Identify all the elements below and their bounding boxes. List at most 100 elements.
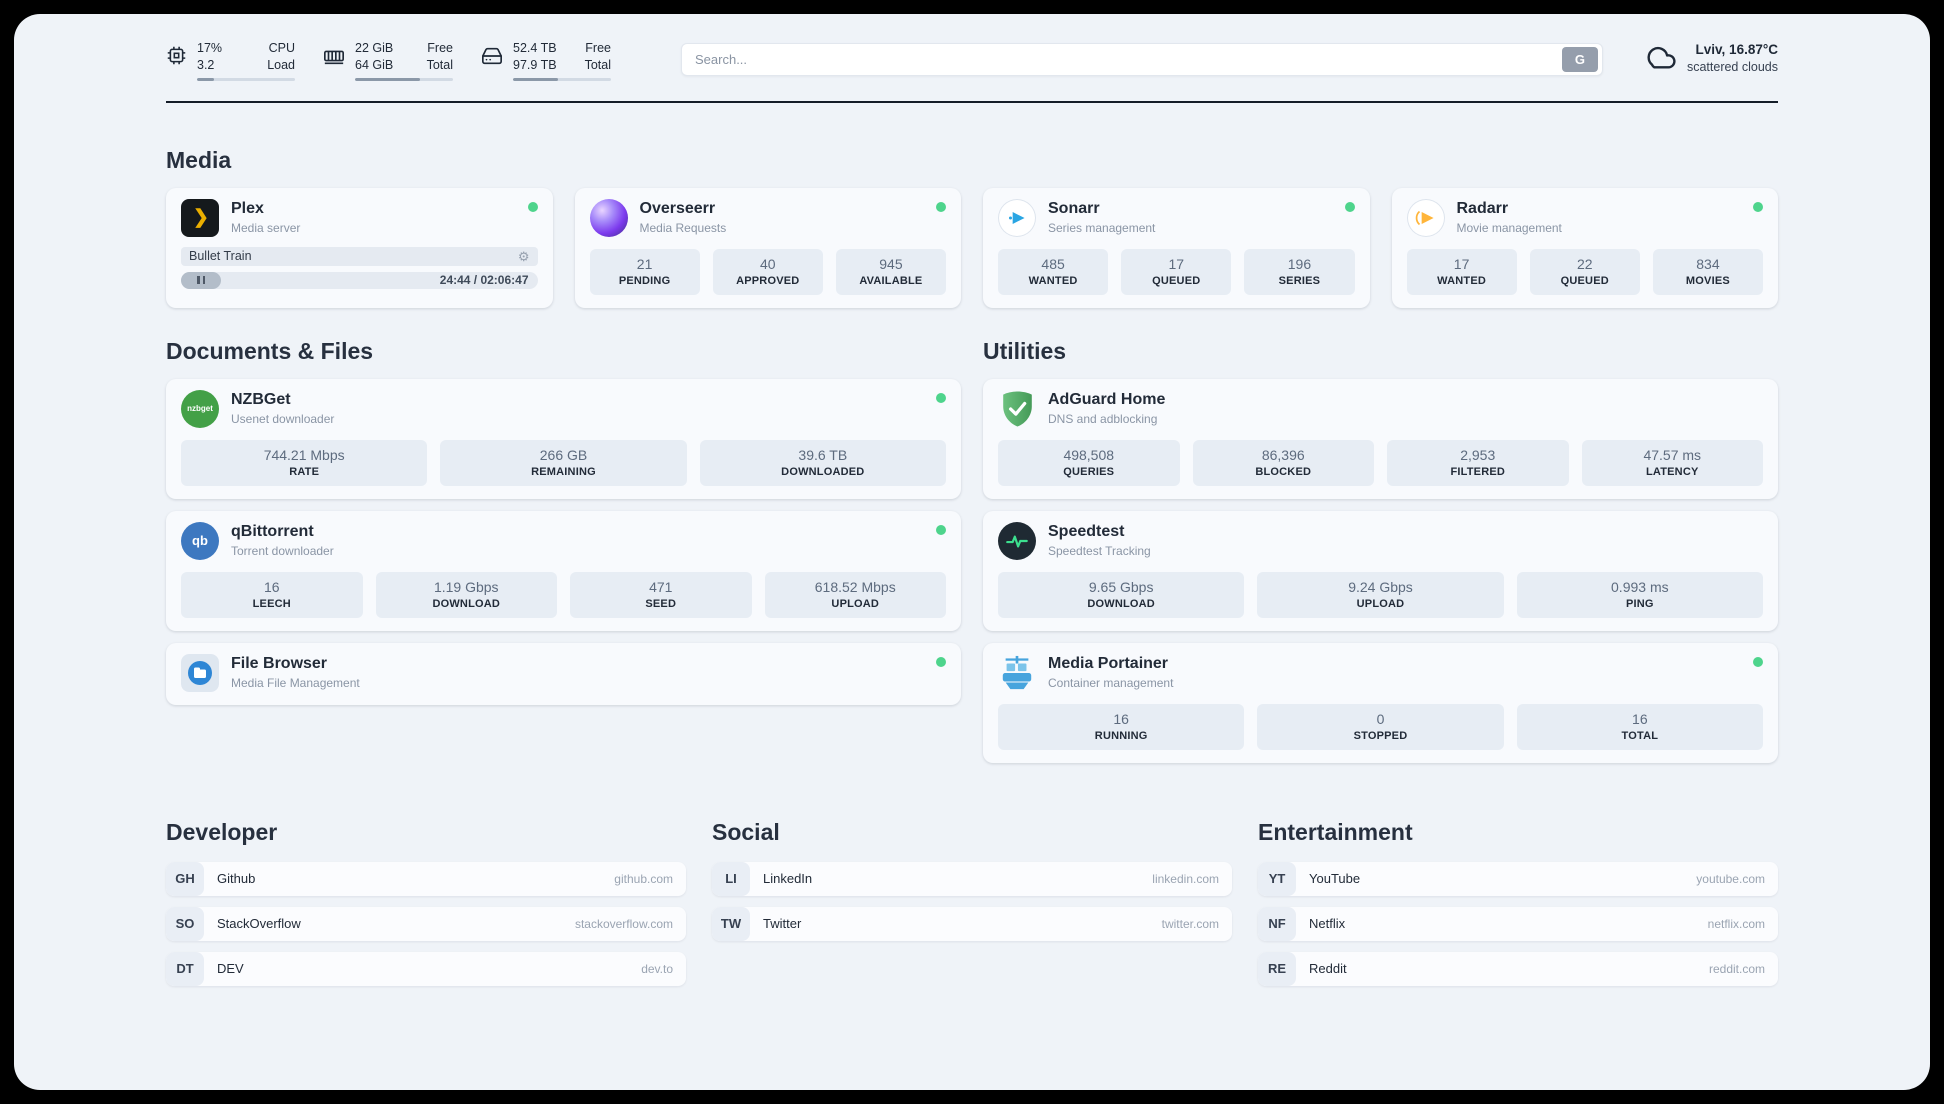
bookmark-stackoverflow[interactable]: SO StackOverflow stackoverflow.com xyxy=(166,906,686,941)
plex-chevron-glyph: ❯ xyxy=(193,207,209,229)
stat-box: 39.6 TB DOWNLOADED xyxy=(699,439,946,486)
gear-icon[interactable]: ⚙ xyxy=(517,248,530,264)
card-subtitle: Speedtest Tracking xyxy=(1048,543,1151,558)
stat-box: 22 QUEUED xyxy=(1529,248,1640,295)
stat-label: WANTED xyxy=(1437,274,1487,287)
bookmark-badge: RE xyxy=(1258,951,1296,986)
portainer-card[interactable]: Media Portainer Container management 16 R… xyxy=(983,642,1778,763)
bookmark-youtube[interactable]: YT YouTube youtube.com xyxy=(1258,861,1778,896)
disk-progress-bar xyxy=(513,77,611,81)
card-title: Overseerr xyxy=(639,199,716,217)
ram-readout: 22 GiB Free 64 GiB Total xyxy=(355,40,453,81)
stat-label: DOWNLOADED xyxy=(781,465,865,478)
bookmark-url: youtube.com xyxy=(1696,871,1765,886)
bookmark-badge: TW xyxy=(712,906,750,941)
card-title: Plex xyxy=(231,199,264,217)
cpu-progress-bar xyxy=(197,77,295,81)
sonarr-icon xyxy=(998,198,1036,237)
cpu-icon xyxy=(166,45,187,81)
now-playing-title: Bullet Train xyxy=(189,249,252,264)
stat-label: LATENCY xyxy=(1645,465,1699,478)
stat-box: 618.52 Mbps UPLOAD xyxy=(764,571,946,618)
ram-label-top: Free xyxy=(427,41,453,55)
qbittorrent-card[interactable]: qb qBittorrent Torrent downloader 16 LEEC… xyxy=(166,510,961,631)
section-title-entertainment: Entertainment xyxy=(1258,818,1413,845)
qbittorrent-icon-text: qb xyxy=(192,533,208,549)
card-subtitle: Media Requests xyxy=(639,220,727,235)
radarr-icon xyxy=(1406,198,1445,237)
speedtest-card[interactable]: Speedtest Speedtest Tracking 9.65 Gbps DO… xyxy=(983,510,1778,631)
speedtest-icon xyxy=(998,521,1036,560)
bookmark-url: reddit.com xyxy=(1708,961,1765,976)
ram-widget: 22 GiB Free 64 GiB Total xyxy=(323,40,453,81)
stat-value: 196 xyxy=(1287,255,1312,272)
bookmark-badge: GH xyxy=(166,861,204,896)
stat-label: FILTERED xyxy=(1450,465,1506,478)
ram-free: 22 GiB xyxy=(355,41,394,55)
portainer-icon xyxy=(998,654,1036,692)
bookmark-name: LinkedIn xyxy=(763,871,813,887)
stat-label: LEECH xyxy=(252,597,291,610)
stat-box: 471 SEED xyxy=(570,571,752,618)
pause-bar xyxy=(197,276,200,285)
weather-widget: Lviv, 16.87°C scattered clouds xyxy=(1645,42,1778,74)
stats-row: 9.65 Gbps DOWNLOAD 9.24 Gbps UPLOAD 0.993 … xyxy=(998,571,1763,618)
card-titles: Speedtest Speedtest Tracking xyxy=(1048,522,1151,558)
cpu-load: 3.2 xyxy=(197,57,215,72)
card-subtitle: Torrent downloader xyxy=(231,543,334,558)
stat-label: APPROVED xyxy=(736,274,800,287)
bookmark-netflix[interactable]: NF Netflix netflix.com xyxy=(1258,906,1778,941)
plex-card[interactable]: ❯ Plex Media server Bullet Train ⚙ 24:44… xyxy=(166,187,553,308)
card-titles: NZBGet Usenet downloader xyxy=(231,390,334,426)
stat-label: WANTED xyxy=(1028,274,1078,287)
plex-icon: ❯ xyxy=(181,198,219,237)
stat-box: 16 LEECH xyxy=(181,571,363,618)
bookmark-linkedin[interactable]: LI LinkedIn linkedin.com xyxy=(712,861,1232,896)
card-titles: Overseerr Media Requests xyxy=(640,199,727,235)
disk-icon xyxy=(481,45,503,81)
utilities-column: Utilities AdGuard Home DNS and adblockin… xyxy=(983,338,1778,763)
ram-label-bottom: Total xyxy=(426,57,453,72)
stat-value: 471 xyxy=(649,578,673,595)
card-title: Radarr xyxy=(1456,199,1509,217)
bookmark-github[interactable]: GH Github github.com xyxy=(166,861,686,896)
section-title-documents: Documents & Files xyxy=(166,337,374,364)
filebrowser-card[interactable]: File Browser Media File Management xyxy=(166,642,961,705)
card-title: AdGuard Home xyxy=(1048,390,1166,408)
pause-button[interactable] xyxy=(181,271,221,289)
bookmark-name: StackOverflow xyxy=(217,916,301,932)
disk-progress-fill xyxy=(513,77,559,81)
bookmark-reddit[interactable]: RE Reddit reddit.com xyxy=(1258,951,1778,986)
bookmark-dev[interactable]: DT DEV dev.to xyxy=(166,951,686,986)
adguard-card[interactable]: AdGuard Home DNS and adblocking 498,508 Q… xyxy=(983,378,1778,499)
stat-value: 22 xyxy=(1576,255,1593,272)
header-divider xyxy=(166,100,1778,103)
status-dot xyxy=(1344,201,1355,212)
cpu-label-bottom: Load xyxy=(267,57,295,72)
cloud-icon xyxy=(1645,42,1677,74)
bookmark-twitter[interactable]: TW Twitter twitter.com xyxy=(712,906,1232,941)
card-titles: Plex Media server xyxy=(231,199,300,235)
card-subtitle: Media File Management xyxy=(231,675,360,690)
card-titles: AdGuard Home DNS and adblocking xyxy=(1048,390,1165,426)
search-input[interactable] xyxy=(695,52,1562,67)
search-engine-button[interactable]: G xyxy=(1561,47,1598,72)
sonarr-card[interactable]: Sonarr Series management 485 WANTED 17 QUE… xyxy=(983,187,1370,308)
stat-box: 0 STOPPED xyxy=(1257,703,1504,750)
media-grid: ❯ Plex Media server Bullet Train ⚙ 24:44… xyxy=(166,187,1778,308)
nzbget-card[interactable]: nzbget NZBGet Usenet downloader 744.21 M… xyxy=(166,378,961,499)
overseerr-card[interactable]: Overseerr Media Requests 21 PENDING 40 APP… xyxy=(574,187,961,308)
card-header: Speedtest Speedtest Tracking xyxy=(998,521,1763,560)
bookmark-name: Reddit xyxy=(1309,961,1347,977)
stats-row: 16 LEECH 1.19 Gbps DOWNLOAD 471 SEED 618.52… xyxy=(181,571,946,618)
stats-row: 744.21 Mbps RATE 266 GB REMAINING 39.6 TB D… xyxy=(181,439,946,486)
bookmark-badge: LI xyxy=(712,861,750,896)
playback-time: 24:44 / 02:06:47 xyxy=(439,273,529,288)
bookmark-url: linkedin.com xyxy=(1152,871,1219,886)
ram-icon xyxy=(323,45,345,81)
stat-box: 945 AVAILABLE xyxy=(835,248,947,295)
radarr-card[interactable]: Radarr Movie management 17 WANTED 22 QUEUE… xyxy=(1391,187,1778,308)
bookmark-group-social: Social LI LinkedIn linkedin.com TW Twitt… xyxy=(712,819,1232,986)
playback-progress-bar[interactable]: 24:44 / 02:06:47 xyxy=(181,271,538,289)
stat-value: 618.52 Mbps xyxy=(814,578,896,595)
